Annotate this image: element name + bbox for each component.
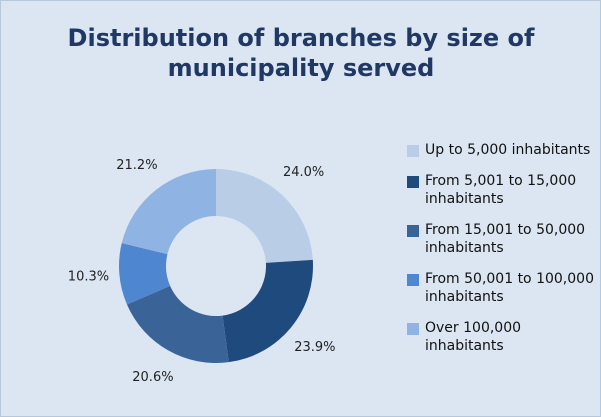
slice [126, 285, 229, 363]
legend-swatch [407, 225, 419, 237]
legend-item: From 50,001 to 100,000 inhabitants [407, 270, 597, 306]
slice [216, 169, 313, 263]
data-label: 10.3% [68, 269, 109, 284]
legend-item: From 15,001 to 50,000 inhabitants [407, 221, 597, 257]
legend-label: From 50,001 to 100,000 inhabitants [425, 271, 594, 305]
legend-label: From 15,001 to 50,000 inhabitants [425, 222, 586, 256]
legend-swatch [407, 323, 419, 335]
data-label: 21.2% [116, 158, 157, 173]
legend-item: Up to 5,000 inhabitants [407, 141, 597, 159]
legend-label: From 5,001 to 15,000 inhabitants [425, 173, 577, 207]
legend-label: Over 100,000 inhabitants [425, 320, 522, 354]
legend-swatch [407, 176, 419, 188]
data-label: 23.9% [294, 340, 335, 355]
slice [222, 259, 314, 363]
chart-title: Distribution of branches by size of muni… [67, 24, 535, 82]
legend-swatch [407, 274, 419, 286]
legend-item: From 5,001 to 15,000 inhabitants [407, 172, 597, 208]
legend: Up to 5,000 inhabitants From 5,001 to 15,… [407, 141, 597, 368]
legend-swatch [407, 145, 419, 157]
legend-label: Up to 5,000 inhabitants [425, 142, 591, 158]
legend-item: Over 100,000 inhabitants [407, 319, 597, 355]
slice [121, 169, 216, 255]
data-label: 24.0% [283, 165, 324, 180]
data-label: 20.6% [132, 370, 173, 385]
slice [119, 243, 171, 305]
